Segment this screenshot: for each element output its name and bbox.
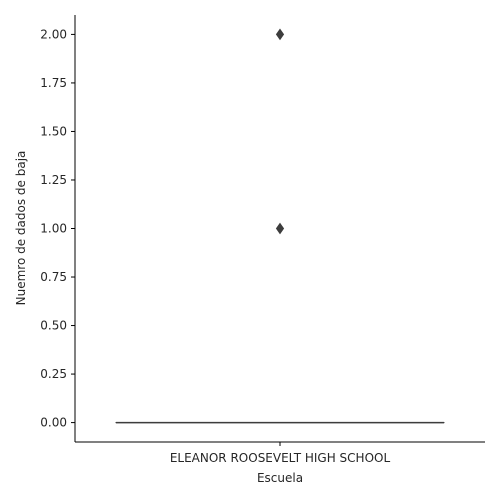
- y-tick-label: 0.00: [40, 416, 67, 430]
- y-axis-label: Nuemro de dados de baja: [14, 151, 28, 306]
- y-tick-label: 1.50: [40, 124, 67, 138]
- x-tick-label: ELEANOR ROOSEVELT HIGH SCHOOL: [170, 451, 391, 465]
- y-tick-label: 1.00: [40, 222, 67, 236]
- outlier-point: [275, 222, 285, 235]
- y-tick-label: 0.75: [40, 270, 67, 284]
- outlier-point: [275, 28, 285, 41]
- y-tick-label: 0.50: [40, 319, 67, 333]
- y-tick-label: 1.75: [40, 76, 67, 90]
- x-axis-label: Escuela: [257, 471, 303, 485]
- y-axis-ticks: 0.00 0.25 0.50 0.75 1.00 1.25 1.50 1.75 2.00: [40, 27, 75, 430]
- y-tick-label: 2.00: [40, 27, 67, 41]
- plot-area: [115, 28, 445, 424]
- x-axis-ticks: ELEANOR ROOSEVELT HIGH SCHOOL: [170, 442, 391, 465]
- y-tick-label: 0.25: [40, 367, 67, 381]
- y-tick-label: 1.25: [40, 173, 67, 187]
